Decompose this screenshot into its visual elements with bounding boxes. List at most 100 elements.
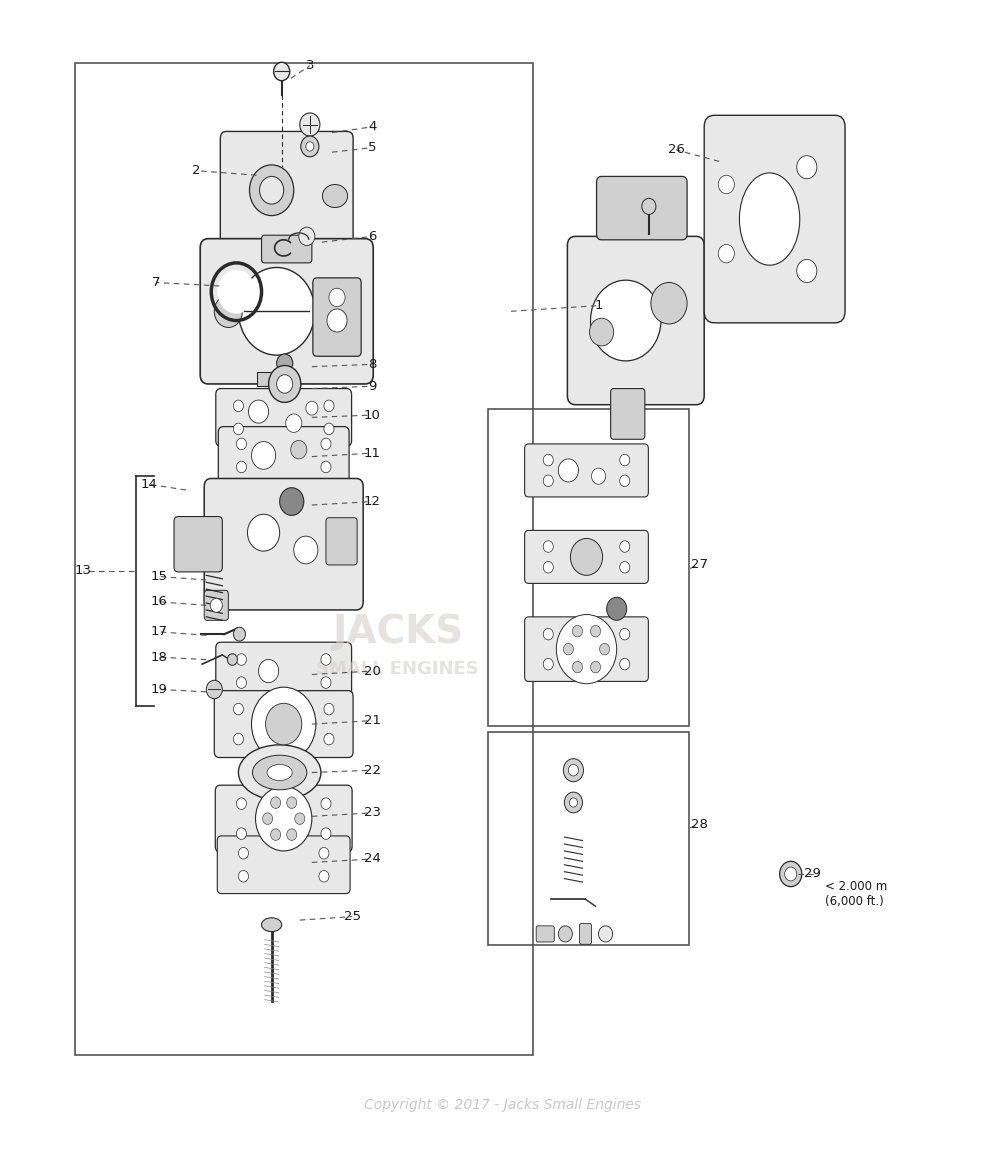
Text: 15: 15: [151, 570, 167, 583]
Circle shape: [249, 165, 294, 216]
Circle shape: [233, 423, 243, 435]
Circle shape: [269, 366, 301, 402]
Bar: [75, 63, 533, 1055]
Circle shape: [785, 867, 797, 881]
Circle shape: [572, 662, 582, 673]
Circle shape: [329, 288, 345, 307]
Circle shape: [607, 597, 627, 620]
Circle shape: [287, 829, 297, 841]
Circle shape: [556, 615, 617, 684]
Circle shape: [238, 847, 248, 859]
Circle shape: [780, 861, 802, 887]
FancyBboxPatch shape: [214, 691, 353, 758]
Circle shape: [599, 926, 613, 942]
Circle shape: [321, 798, 331, 809]
Circle shape: [236, 828, 246, 839]
Circle shape: [299, 227, 315, 246]
Circle shape: [306, 142, 314, 151]
Circle shape: [620, 454, 630, 466]
FancyBboxPatch shape: [525, 530, 648, 583]
Circle shape: [651, 282, 687, 324]
Ellipse shape: [322, 184, 347, 208]
Circle shape: [321, 654, 331, 665]
Ellipse shape: [253, 755, 307, 790]
FancyBboxPatch shape: [215, 785, 352, 852]
Circle shape: [321, 828, 331, 839]
Text: 12: 12: [364, 495, 380, 508]
Circle shape: [300, 113, 320, 136]
Circle shape: [259, 660, 279, 683]
Text: 26: 26: [668, 143, 684, 157]
Circle shape: [797, 156, 817, 179]
Circle shape: [327, 309, 347, 332]
Text: SMALL ENGINES: SMALL ENGINES: [316, 660, 479, 678]
Circle shape: [319, 871, 329, 882]
Text: 14: 14: [141, 477, 157, 491]
Text: 29: 29: [805, 867, 821, 881]
Circle shape: [642, 198, 656, 214]
Text: 2: 2: [192, 164, 200, 178]
Text: 4: 4: [368, 120, 376, 134]
FancyBboxPatch shape: [525, 617, 648, 681]
FancyBboxPatch shape: [704, 115, 845, 323]
Circle shape: [620, 628, 630, 640]
Circle shape: [210, 598, 222, 612]
Bar: [257, 372, 285, 386]
Circle shape: [271, 829, 281, 841]
Text: 23: 23: [364, 806, 380, 820]
Circle shape: [568, 764, 578, 776]
Text: 9: 9: [368, 379, 376, 393]
Circle shape: [301, 136, 319, 157]
Bar: [488, 409, 689, 726]
Circle shape: [236, 654, 246, 665]
Circle shape: [277, 354, 293, 372]
Text: 3: 3: [306, 59, 314, 73]
Text: 1: 1: [595, 299, 603, 312]
Circle shape: [543, 475, 553, 487]
Circle shape: [620, 541, 630, 552]
Text: 17: 17: [151, 625, 167, 639]
Text: 6: 6: [368, 229, 376, 243]
Circle shape: [718, 175, 734, 194]
Circle shape: [260, 176, 284, 204]
Circle shape: [238, 871, 248, 882]
Text: JACKS: JACKS: [332, 613, 463, 650]
FancyBboxPatch shape: [218, 427, 349, 484]
Circle shape: [295, 813, 305, 824]
FancyBboxPatch shape: [579, 924, 592, 944]
Circle shape: [543, 658, 553, 670]
Circle shape: [227, 654, 237, 665]
Text: 21: 21: [364, 714, 380, 728]
Circle shape: [570, 538, 603, 575]
Text: < 2.000 m
(6,000 ft.): < 2.000 m (6,000 ft.): [825, 880, 887, 907]
Circle shape: [291, 440, 307, 459]
Circle shape: [543, 541, 553, 552]
Circle shape: [569, 798, 577, 807]
Circle shape: [324, 400, 334, 412]
Circle shape: [543, 628, 553, 640]
Circle shape: [600, 643, 610, 655]
Text: 24: 24: [364, 852, 380, 866]
FancyBboxPatch shape: [326, 518, 357, 565]
Text: 16: 16: [151, 595, 167, 609]
Circle shape: [256, 786, 312, 851]
Circle shape: [718, 244, 734, 263]
Text: 25: 25: [344, 910, 360, 924]
FancyBboxPatch shape: [536, 926, 554, 942]
Circle shape: [321, 461, 331, 473]
Circle shape: [286, 414, 302, 432]
Circle shape: [592, 468, 606, 484]
Circle shape: [620, 562, 630, 573]
Circle shape: [236, 461, 246, 473]
Text: 7: 7: [152, 276, 160, 289]
Text: 22: 22: [364, 763, 380, 777]
Text: 13: 13: [75, 564, 92, 578]
Circle shape: [797, 259, 817, 282]
FancyBboxPatch shape: [204, 590, 228, 620]
Circle shape: [252, 687, 316, 761]
Circle shape: [591, 662, 601, 673]
Circle shape: [306, 401, 318, 415]
Circle shape: [591, 280, 661, 361]
Circle shape: [247, 514, 280, 551]
Ellipse shape: [262, 918, 282, 932]
